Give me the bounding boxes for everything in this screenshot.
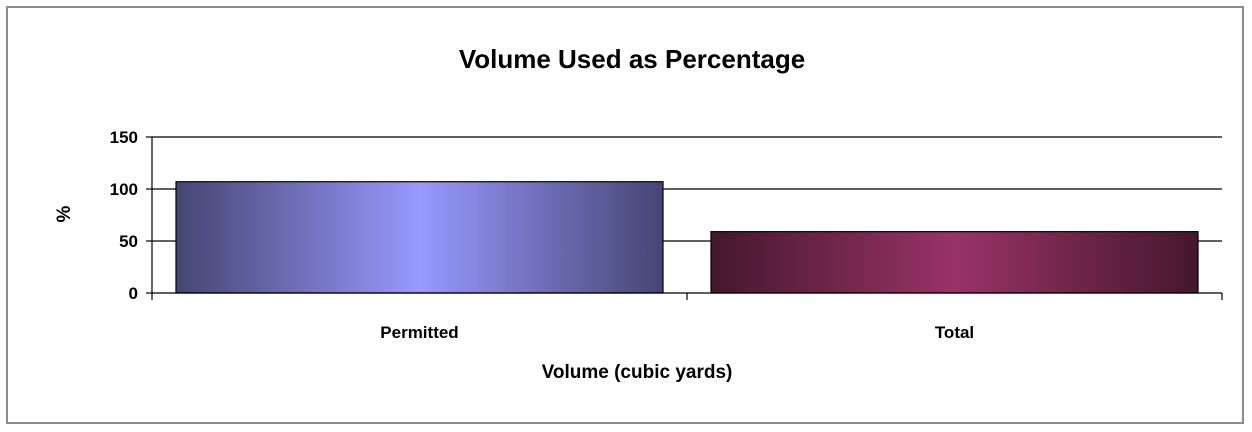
y-tick-label: 0 [129,284,138,303]
x-axis-label: Volume (cubic yards) [542,362,733,383]
y-axis-label: % [54,205,75,222]
x-tick-label: Total [935,323,974,342]
x-tick-label: Permitted [380,323,458,342]
axes [146,136,1223,300]
y-tick-label: 150 [110,128,138,147]
bar-permitted [175,181,664,294]
y-tick-label: 50 [119,232,138,251]
y-tick-label: 100 [110,180,138,199]
y-tick-labels: 0 50 100 150 [110,128,138,303]
chart-title: Volume Used as Percentage [459,44,805,74]
bars [175,181,1199,294]
x-tick-labels: Permitted Total [380,323,974,342]
bar-total [710,231,1199,294]
